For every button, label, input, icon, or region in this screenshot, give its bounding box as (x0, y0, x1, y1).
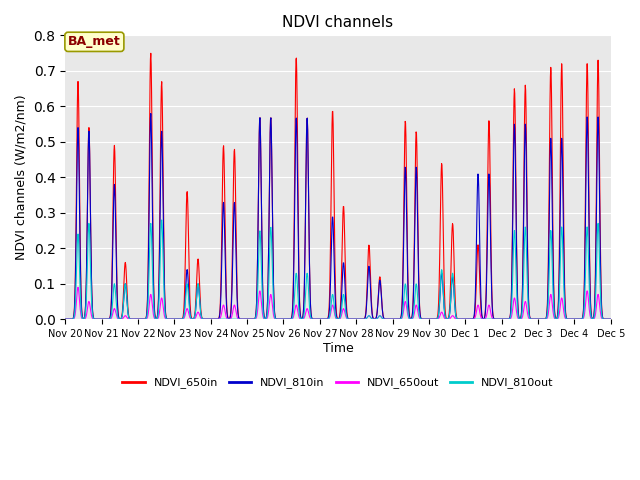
NDVI_650out (305, 309, 312, 315)
NDVI_810out (158, 217, 166, 223)
Line: NDVI_650in: NDVI_650in (65, 53, 611, 319)
NDVI_650in (305, 177, 312, 182)
NDVI_650out (61, 316, 69, 322)
Text: BA_met: BA_met (68, 36, 121, 48)
NDVI_810in (293, 148, 301, 154)
NDVI_650out (314, 316, 322, 322)
NDVI_650out (126, 316, 134, 322)
NDVI_650out (461, 316, 469, 322)
Title: NDVI channels: NDVI channels (282, 15, 394, 30)
NDVI_810out (305, 285, 312, 290)
NDVI_650out (607, 316, 614, 322)
NDVI_810in (305, 177, 312, 182)
NDVI_650out (372, 316, 380, 322)
NDVI_810out (314, 316, 322, 322)
NDVI_650in (61, 316, 69, 322)
NDVI_810out (126, 316, 134, 322)
NDVI_650in (314, 316, 322, 322)
NDVI_810out (293, 278, 301, 284)
X-axis label: Time: Time (323, 342, 353, 355)
Line: NDVI_810out: NDVI_810out (65, 220, 611, 319)
NDVI_810in (372, 315, 380, 321)
NDVI_810in (607, 316, 614, 322)
NDVI_810out (104, 316, 111, 322)
Line: NDVI_810in: NDVI_810in (65, 114, 611, 319)
NDVI_650in (388, 316, 396, 322)
NDVI_810in (388, 316, 396, 322)
NDVI_650out (74, 285, 82, 290)
NDVI_810in (104, 316, 111, 322)
Line: NDVI_650out: NDVI_650out (65, 288, 611, 319)
NDVI_650in (372, 315, 380, 321)
NDVI_650out (104, 316, 112, 322)
NDVI_810in (126, 316, 134, 322)
Legend: NDVI_650in, NDVI_810in, NDVI_650out, NDVI_810out: NDVI_650in, NDVI_810in, NDVI_650out, NDV… (118, 373, 558, 393)
NDVI_810out (479, 316, 487, 322)
NDVI_810in (61, 316, 69, 322)
NDVI_810out (372, 316, 380, 322)
NDVI_650in (293, 98, 301, 104)
NDVI_650in (607, 316, 614, 322)
NDVI_650in (104, 316, 111, 322)
Y-axis label: NDVI channels (W/m2/nm): NDVI channels (W/m2/nm) (15, 95, 28, 260)
NDVI_650out (293, 304, 301, 310)
NDVI_650in (147, 50, 155, 56)
NDVI_810in (314, 316, 322, 322)
NDVI_650in (126, 316, 134, 322)
NDVI_810in (147, 111, 155, 117)
NDVI_810out (61, 316, 69, 322)
NDVI_810out (607, 316, 614, 322)
